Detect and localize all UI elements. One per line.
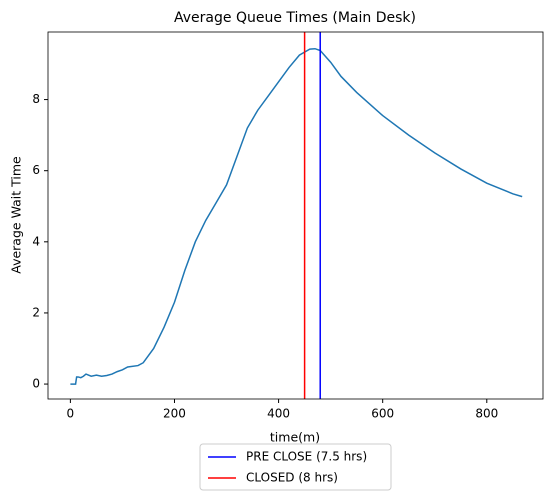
y-tick-label: 4: [32, 234, 40, 248]
legend-label: CLOSED (8 hrs): [246, 471, 338, 485]
legend-label: PRE CLOSE (7.5 hrs): [246, 450, 367, 464]
chart-title: Average Queue Times (Main Desk): [174, 10, 416, 26]
y-tick-label: 2: [32, 305, 40, 319]
y-tick-label: 6: [32, 163, 40, 177]
x-tick-label: 0: [67, 407, 75, 421]
x-tick-label: 200: [163, 407, 186, 421]
x-tick-label: 600: [371, 407, 394, 421]
y-axis-label: Average Wait Time: [9, 156, 24, 274]
data-line: [70, 47, 523, 385]
x-axis-label: time(m): [270, 430, 320, 445]
plot-frame: [47, 31, 544, 400]
legend-box: [199, 443, 392, 491]
x-tick-label: 800: [475, 407, 498, 421]
y-tick-label: 0: [32, 377, 40, 391]
x-tick-label: 400: [267, 407, 290, 421]
y-tick-label: 8: [32, 92, 40, 106]
